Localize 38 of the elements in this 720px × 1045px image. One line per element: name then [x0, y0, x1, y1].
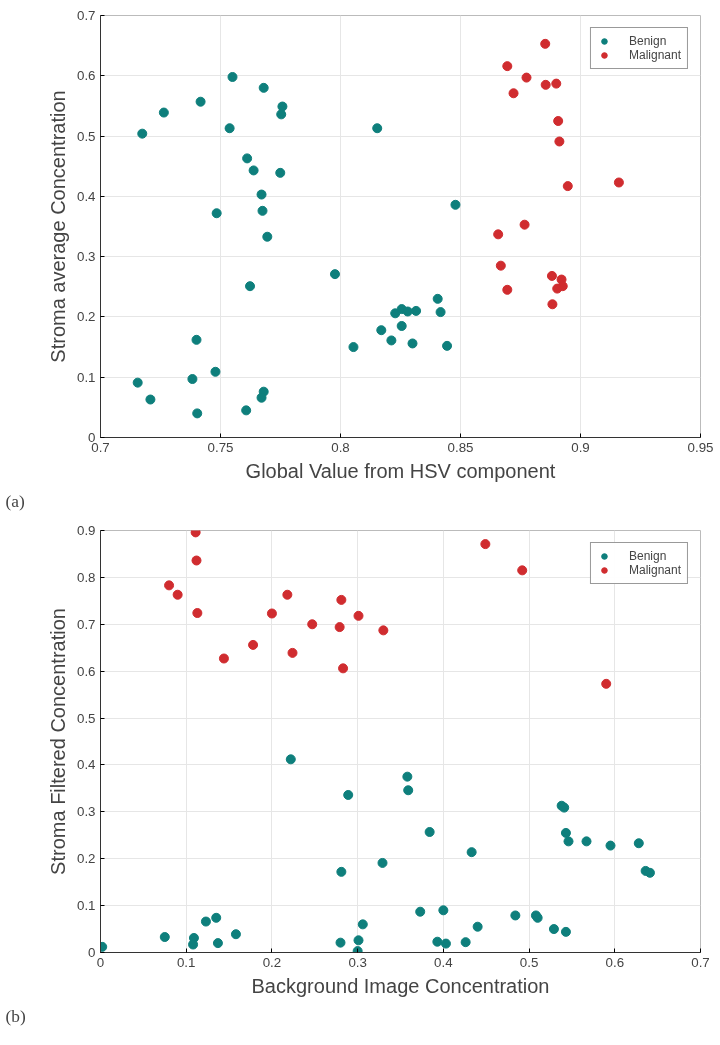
x-axis-title: Global Value from HSV component: [245, 459, 556, 482]
legend-label: Benign: [628, 549, 667, 563]
x-axis-title: Background Image Concentration: [251, 974, 550, 997]
x-tick-label: 0.6: [605, 954, 625, 970]
y-axis-title: Stroma average Concentration: [46, 90, 69, 363]
x-tick-label: 0.8: [331, 439, 350, 455]
y-tick-label: 0.7: [76, 616, 96, 632]
y-tick-label: 0.3: [76, 249, 96, 265]
y-tick-label: 0.3: [76, 804, 96, 820]
y-tick-label: 0.2: [76, 851, 96, 867]
y-tick-label: 0.6: [76, 68, 96, 84]
y-tick-label: 0.9: [76, 523, 96, 538]
y-tick-label: 0.7: [76, 8, 96, 23]
x-tick-label: 0.4: [434, 954, 454, 970]
x-tick-label: 0.75: [207, 439, 234, 455]
y-tick-label: 0.2: [76, 309, 96, 325]
y-tick-label: 0.5: [76, 128, 96, 144]
y-tick-label: 0.4: [76, 188, 97, 204]
y-tick-label: 0.8: [76, 569, 96, 585]
legend-label: Malignant: [628, 563, 681, 577]
x-tick-label: 0.9: [571, 439, 590, 455]
x-tick-label: 0.5: [519, 954, 539, 970]
y-tick-label: 0.4: [76, 757, 97, 773]
x-tick-label: 0.85: [447, 439, 474, 455]
y-tick-label: 0.5: [76, 710, 96, 726]
y-tick-label: 0.1: [76, 898, 96, 914]
y-axis-title: Stroma Filtered Concentration: [46, 608, 69, 875]
x-tick-label: 0.1: [176, 954, 196, 970]
x-tick-label: 0.2: [262, 954, 282, 970]
x-tick-label: 0.95: [687, 439, 714, 455]
text: (b): [5, 1006, 26, 1026]
legend-label: Malignant: [628, 48, 681, 62]
text: (a): [5, 491, 25, 511]
x-tick-label: 0.3: [348, 954, 367, 970]
y-tick-label: 0.6: [76, 663, 96, 679]
x-tick-label: 0.7: [691, 954, 710, 970]
legend-label: Benign: [628, 34, 667, 48]
y-tick-label: 0.1: [76, 369, 96, 385]
